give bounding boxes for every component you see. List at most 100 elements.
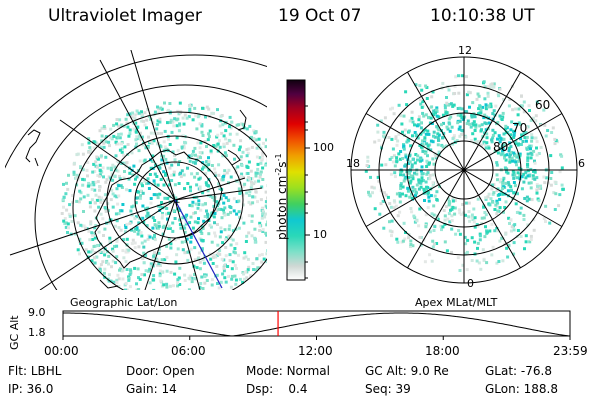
emission-pixel — [440, 228, 443, 232]
emission-pixel — [504, 124, 508, 128]
emission-pixel — [233, 247, 237, 250]
emission-pixel — [407, 129, 411, 133]
emission-pixel — [484, 103, 488, 107]
emission-pixel — [454, 232, 458, 236]
emission-pixel — [120, 123, 124, 127]
mlt-label-6: 6 — [578, 157, 585, 170]
emission-pixel — [130, 151, 134, 155]
emission-pixel — [426, 206, 430, 210]
emission-pixel — [261, 178, 265, 181]
emission-pixel — [81, 168, 85, 172]
emission-pixel — [449, 115, 453, 119]
emission-pixel — [484, 146, 488, 150]
emission-pixel — [394, 204, 398, 208]
emission-pixel — [245, 234, 249, 238]
emission-pixel — [475, 140, 479, 144]
emission-pixel — [194, 153, 197, 157]
emission-pixel — [154, 259, 158, 262]
mlat-label-60: 60 — [535, 98, 551, 112]
emission-pixel — [173, 183, 177, 187]
emission-pixel — [104, 140, 108, 144]
emission-pixel — [411, 157, 415, 161]
emission-pixel — [187, 154, 191, 158]
emission-pixel — [392, 112, 396, 116]
emission-pixel — [516, 113, 520, 117]
emission-pixel — [411, 120, 415, 124]
emission-pixel — [156, 258, 160, 262]
emission-pixel — [138, 277, 142, 281]
emission-pixel — [262, 257, 266, 261]
emission-pixel — [153, 131, 157, 135]
emission-pixel — [260, 260, 264, 264]
emission-pixel — [241, 150, 245, 154]
emission-pixel — [512, 151, 516, 155]
emission-pixel — [441, 145, 445, 149]
emission-pixel — [114, 224, 117, 228]
emission-pixel — [224, 196, 228, 200]
emission-pixel — [494, 203, 498, 207]
emission-pixel — [414, 133, 418, 137]
emission-pixel — [151, 160, 155, 163]
emission-pixel — [164, 173, 167, 177]
emission-pixel — [495, 199, 499, 203]
emission-pixel — [438, 185, 441, 189]
emission-pixel — [250, 219, 254, 223]
emission-pixel — [464, 213, 467, 217]
emission-pixel — [502, 98, 505, 101]
emission-pixel — [156, 119, 160, 123]
emission-pixel — [468, 219, 472, 223]
emission-pixel — [251, 262, 255, 265]
emission-pixel — [482, 216, 486, 220]
emission-pixel — [153, 110, 157, 114]
emission-pixel — [216, 223, 219, 226]
emission-pixel — [183, 293, 186, 296]
emission-pixel — [558, 193, 562, 197]
emission-pixel — [250, 214, 254, 218]
emission-pixel — [122, 256, 126, 260]
emission-pixel — [140, 273, 144, 276]
emission-pixel — [215, 209, 219, 213]
emission-pixel — [263, 215, 267, 219]
emission-pixel — [430, 105, 434, 109]
emission-pixel — [444, 205, 448, 209]
emission-pixel — [492, 85, 496, 89]
emission-pixel — [100, 154, 103, 158]
emission-pixel — [402, 221, 406, 225]
emission-pixel — [505, 153, 509, 157]
emission-pixel — [266, 184, 267, 188]
emission-pixel — [217, 163, 221, 167]
emission-pixel — [62, 219, 66, 223]
emission-pixel — [427, 199, 431, 203]
emission-pixel — [140, 110, 143, 114]
emission-pixel — [409, 245, 412, 248]
emission-pixel — [421, 179, 425, 183]
emission-pixel — [98, 188, 101, 192]
emission-pixel — [241, 203, 245, 207]
emission-pixel — [158, 144, 162, 148]
emission-pixel — [226, 265, 230, 268]
emission-pixel — [396, 139, 400, 143]
emission-pixel — [239, 139, 243, 143]
emission-pixel — [404, 153, 408, 157]
emission-pixel — [430, 212, 434, 216]
emission-pixel — [542, 175, 546, 179]
emission-pixel — [154, 164, 157, 168]
emission-pixel — [470, 115, 474, 119]
gain-status: Gain: 14 — [126, 382, 177, 396]
emission-pixel — [491, 128, 495, 132]
emission-pixel — [183, 230, 187, 234]
emission-pixel — [431, 245, 435, 249]
emission-pixel — [177, 182, 181, 185]
emission-pixel — [437, 115, 441, 119]
emission-pixel — [95, 165, 99, 169]
emission-pixel — [111, 247, 115, 251]
emission-pixel — [411, 185, 415, 189]
emission-pixel — [267, 245, 270, 248]
emission-pixel — [505, 167, 509, 171]
emission-pixel — [149, 166, 153, 170]
emission-pixel — [180, 240, 184, 244]
emission-pixel — [468, 122, 472, 126]
emission-pixel — [443, 103, 447, 107]
emission-pixel — [484, 225, 487, 229]
emission-pixel — [529, 156, 533, 160]
